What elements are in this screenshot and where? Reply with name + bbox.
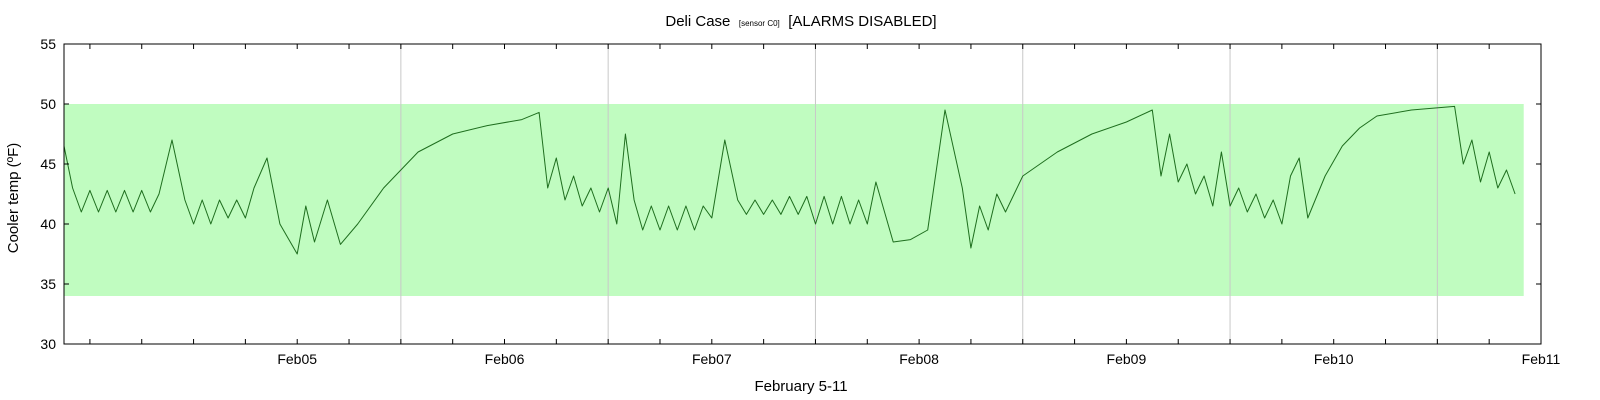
chart-title: Deli Case [sensor C0] [ALARMS DISABLED] (665, 13, 936, 30)
acceptable-band (64, 104, 1524, 296)
x-tick-label: Feb07 (692, 351, 732, 367)
x-tick-label: Feb08 (899, 351, 939, 367)
acceptable-band-group (64, 104, 1524, 296)
y-tick-label: 55 (40, 36, 56, 52)
x-tick-label: Feb11 (1522, 351, 1561, 367)
x-axis-label: February 5-11 (754, 378, 847, 395)
x-tick-label: Feb06 (485, 351, 525, 367)
y-axis-label: Cooler temp (ºF) (5, 143, 22, 254)
plot-frame (63, 43, 1542, 345)
y-tick-label: 45 (40, 156, 56, 172)
y-tick-label: 30 (40, 336, 56, 352)
temperature-series-line (63, 105, 1516, 255)
series-group (63, 105, 1516, 255)
day-grid-lines (400, 44, 1438, 344)
x-tick-label: Feb05 (277, 351, 317, 367)
y-tick-label: 40 (40, 216, 56, 232)
x-axis: Feb05 Feb06 Feb07 Feb08 Feb09 Feb10 Feb11 (89, 44, 1561, 367)
y-tick-label: 35 (40, 276, 56, 292)
x-tick-label: Feb10 (1314, 351, 1354, 367)
y-tick-label: 50 (40, 96, 56, 112)
y-axis: 30 35 40 45 50 55 (40, 36, 1541, 352)
x-tick-label: Feb09 (1107, 351, 1147, 367)
